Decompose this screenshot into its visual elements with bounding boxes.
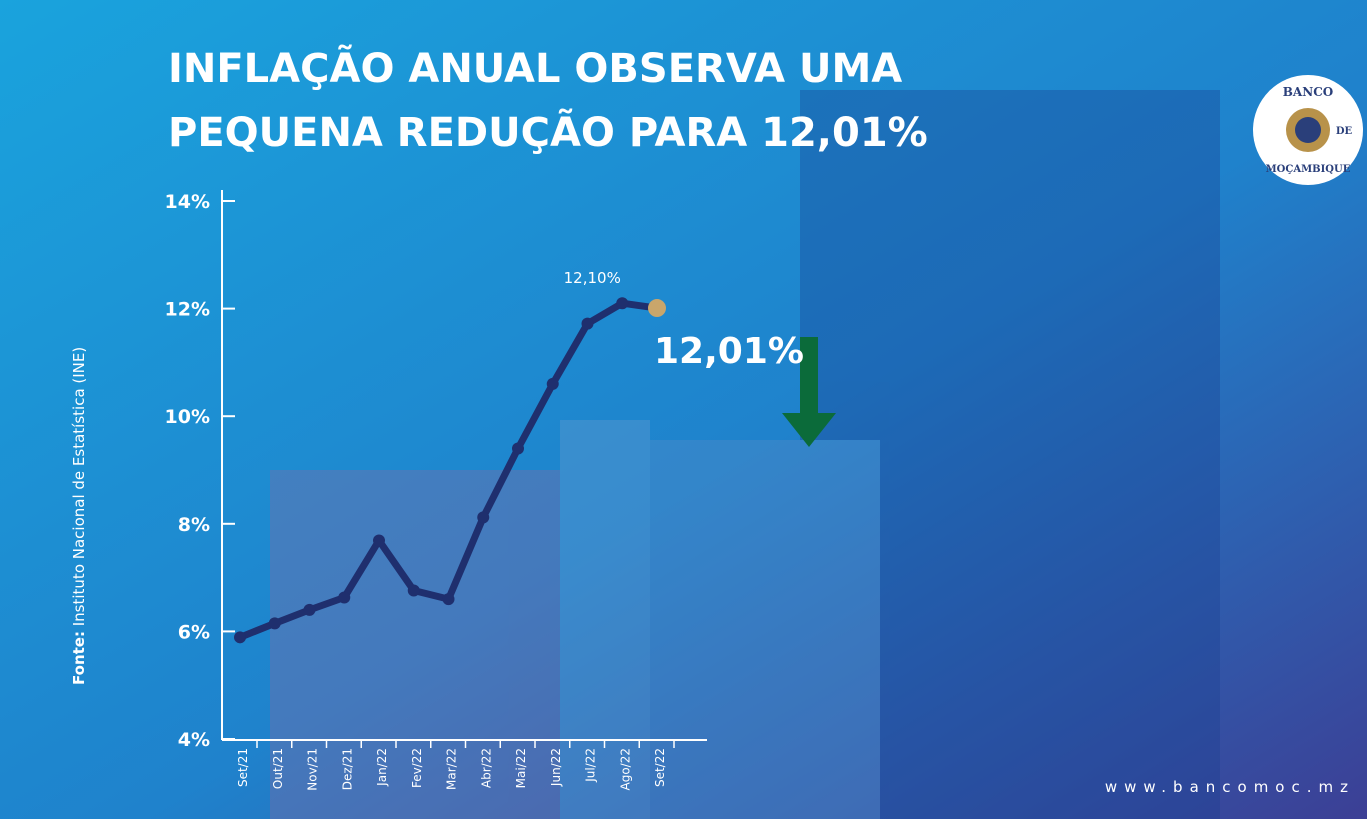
x-tick-label: Out/21: [271, 748, 285, 789]
source-text: Fonte: Instituto Nacional de Estatística…: [70, 347, 88, 685]
point: [648, 299, 666, 318]
x-tick-label: Nov/21: [306, 748, 320, 791]
x-tick-label: Abr/22: [479, 748, 493, 788]
x-tick-label: Ago/22: [618, 748, 632, 790]
logo-text: MOÇAMBIQUE: [1266, 164, 1351, 175]
title-line: INFLAÇÃO ANUAL OBSERVA UMA: [168, 43, 902, 92]
building-silhouette: [270, 90, 1220, 819]
point: [373, 534, 385, 547]
x-tick-label: Mai/22: [514, 748, 528, 788]
point: [407, 584, 420, 597]
title-line: PEQUENA REDUÇÃO PARA 12,01%: [168, 107, 928, 156]
down-arrow: [782, 337, 836, 447]
y-tick-label: 4%: [178, 729, 210, 751]
x-tick-label: Jan/22: [375, 748, 389, 787]
value-label: 12,01%: [654, 331, 804, 372]
x-tick-label: Mar/22: [445, 748, 459, 790]
x-tick-label: Jun/22: [549, 748, 563, 787]
source-name: Instituto Nacional de Estatística (INE): [70, 347, 88, 626]
source-label: Fonte:: [70, 631, 88, 685]
point: [268, 617, 281, 630]
point: [546, 377, 559, 390]
logo-text: BANCO: [1283, 85, 1333, 99]
y-tick-label: 10%: [165, 406, 210, 428]
y-tick-label: 14%: [165, 191, 210, 213]
point: [581, 317, 594, 330]
value-label: 12,10%: [564, 269, 621, 287]
point: [338, 591, 351, 604]
logo-text: DE: [1336, 126, 1353, 137]
point: [512, 442, 524, 455]
point: [442, 593, 455, 606]
website: www.bancomoc.mz: [1105, 778, 1355, 796]
x-tick-label: Fev/22: [410, 748, 424, 788]
x-tick-label: Jul/22: [584, 748, 598, 783]
y-tick-label: 6%: [178, 621, 210, 643]
y-tick-label: 8%: [178, 514, 210, 536]
x-tick-label: Set/21: [236, 748, 250, 787]
point: [616, 297, 629, 310]
point: [477, 511, 490, 524]
point: [303, 603, 316, 616]
x-tick-label: Set/22: [653, 748, 667, 787]
point: [234, 631, 246, 644]
x-tick-label: Dez/21: [340, 748, 354, 790]
logo: BANCO DE MOÇAMBIQUE: [1253, 75, 1363, 185]
source: Fonte: Instituto Nacional de Estatística…: [70, 347, 88, 685]
y-tick-label: 12%: [165, 299, 210, 321]
